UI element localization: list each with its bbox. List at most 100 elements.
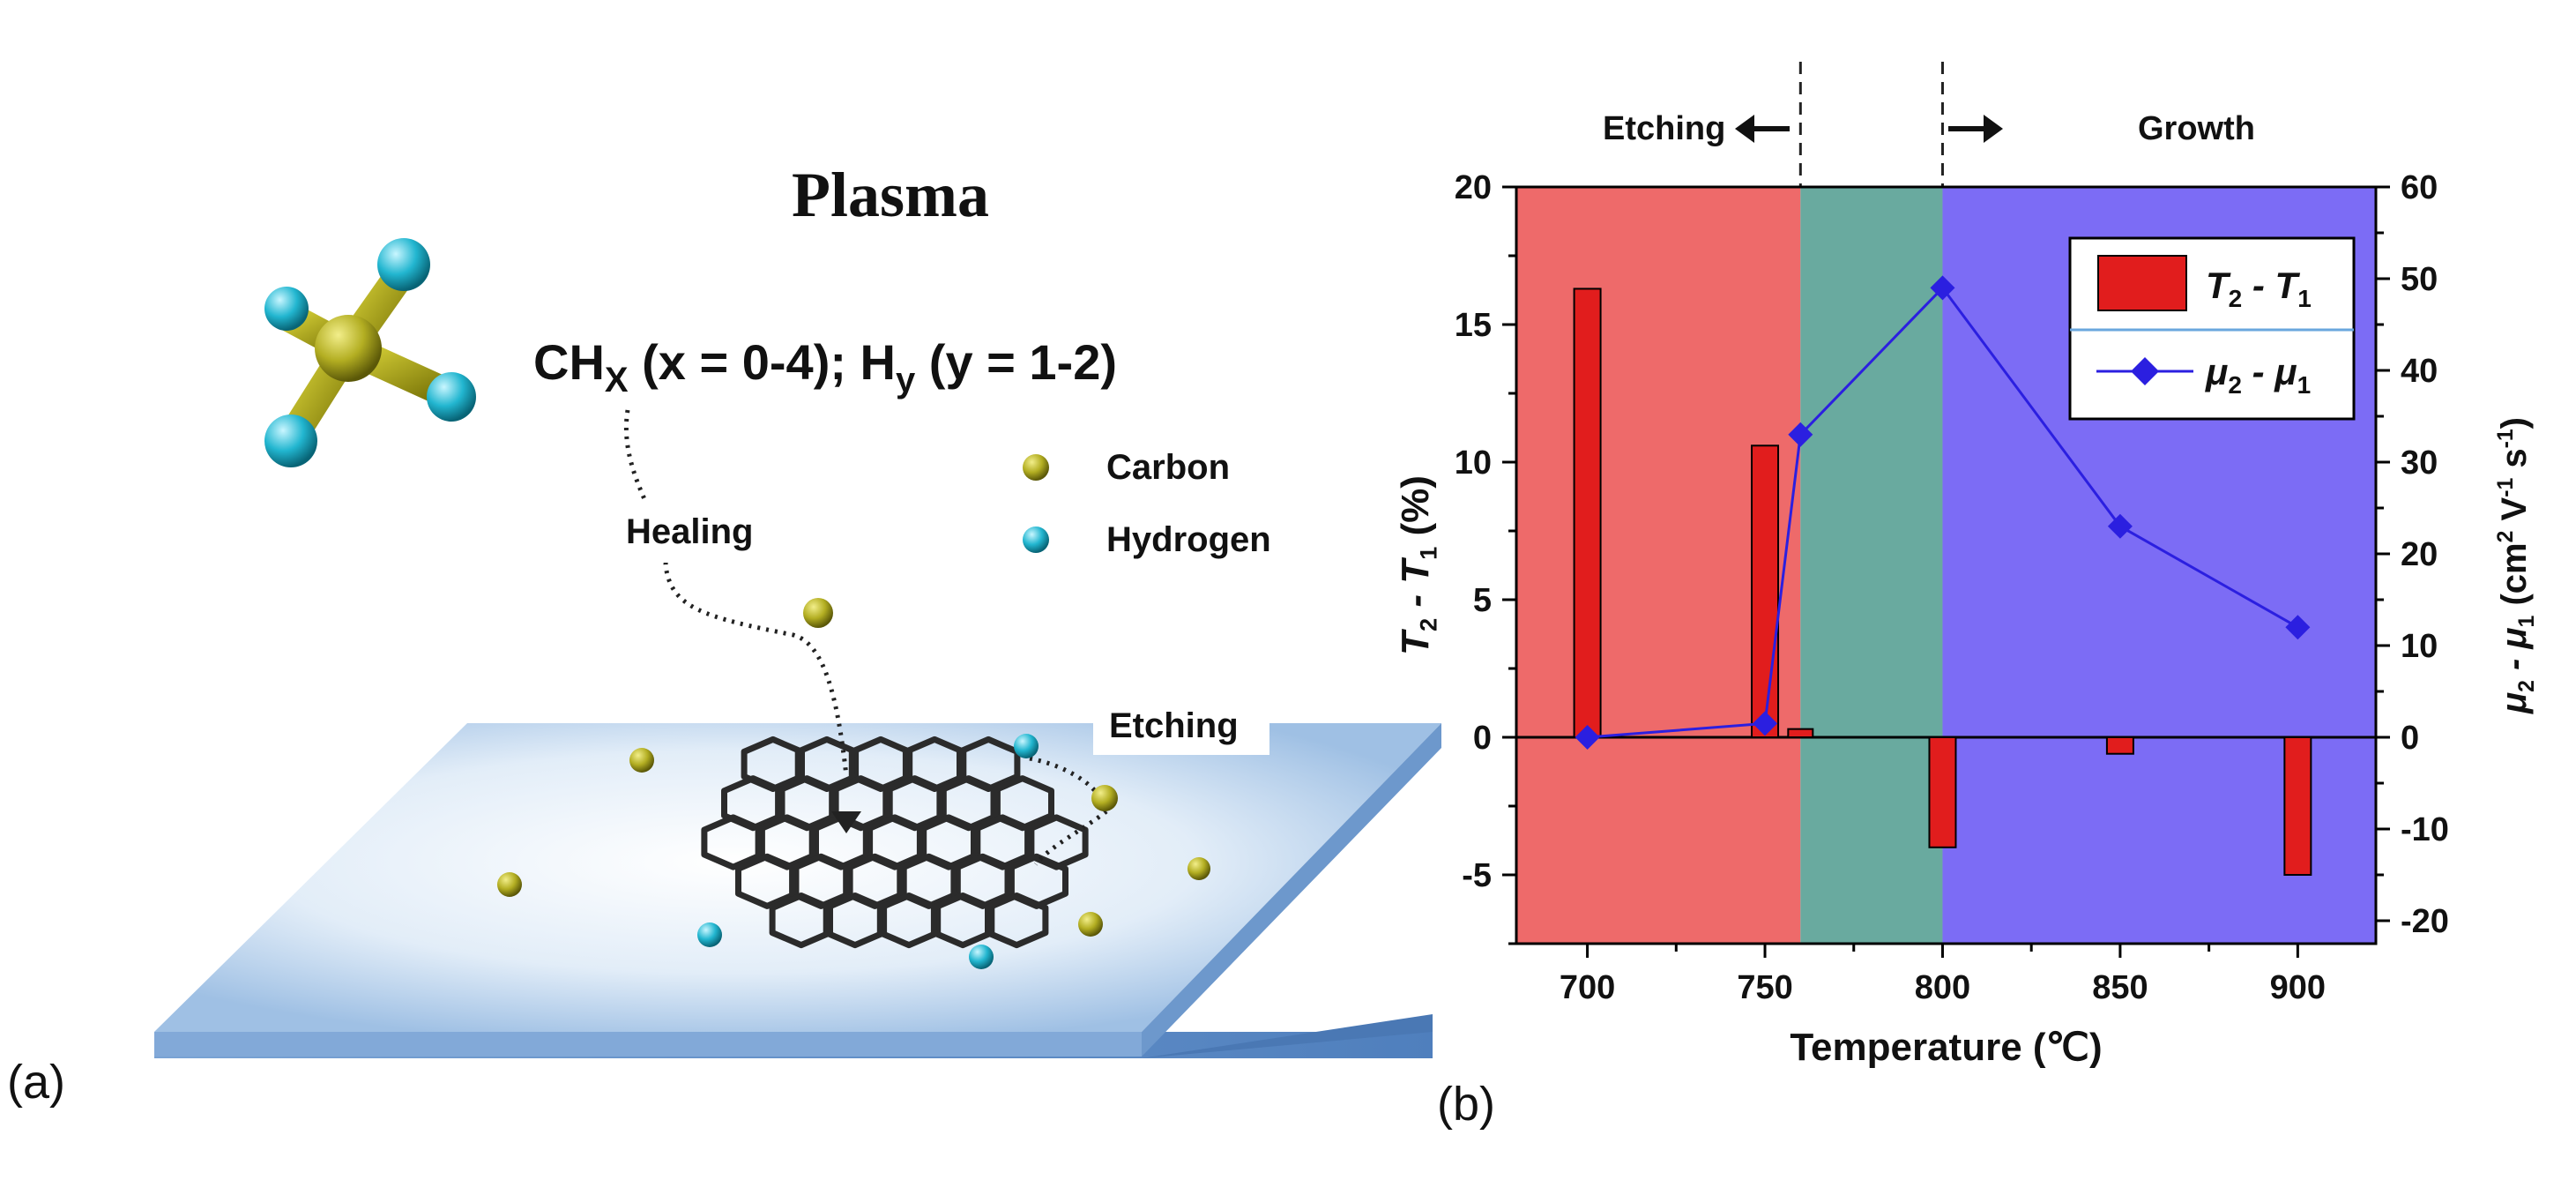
y-right-tick-label: -20 [2401,903,2449,940]
carbon-atom [1091,785,1118,811]
legend-bar-label-part: T [2206,265,2231,306]
hydrogen-atom [697,922,722,947]
species-formula: CHX (x = 0-4); Hy (y = 1-2) [533,334,1117,400]
y-right-tick-label: -10 [2401,811,2449,848]
plasma-title: Plasma [792,160,989,230]
y-right-tick-label: 40 [2401,353,2438,390]
healing-path [624,409,849,777]
y-right-tick-label: 50 [2401,261,2438,298]
bar-t2-t1 [2105,736,2134,755]
y-right-axis-title-part: V [2495,497,2534,530]
carbon-legend-icon [1023,454,1049,481]
legend-line-label-part: 1 [2297,371,2312,399]
line-point-mu2-mu1 [1930,275,1955,301]
carbon-atom [803,598,833,628]
carbon-atom [629,748,654,773]
line-point-mu2-mu1 [1788,422,1813,447]
plot-frame [1515,185,2378,945]
y-left-tick-label: -5 [1462,857,1492,894]
graphene-lattice [701,736,1089,949]
carbon-atom [1078,912,1103,937]
legend-bar-label-part: 2 [2229,285,2243,312]
legend-bar-label-part: 1 [2297,285,2312,312]
y-right-axis-title-part: μ [2495,692,2534,714]
legend-line-label-part: - μ [2242,351,2297,392]
carbon-atom [497,872,522,897]
legend-line-label-part: μ [2205,351,2228,392]
hydrogen-legend-label: Hydrogen [1106,520,1271,559]
bar-t2-t1 [1928,736,1957,848]
x-tick-label: 800 [1915,969,1970,1006]
surface-atoms [497,598,1210,969]
y-right-axis-title-part: - μ [2495,627,2534,680]
y-right-axis-title-part: -1 [2494,429,2518,448]
y-right-axis-title-part: s [2495,448,2534,477]
y-right-axis-title-part: -1 [2494,478,2518,497]
y-right-tick-label: 10 [2401,628,2438,665]
carbon-atom [1187,857,1210,880]
y-left-tick-label: 20 [1455,169,1492,206]
y-right-tick-label: 30 [2401,444,2438,482]
y-left-axis-title: T2 - T1 (%) [1394,475,1442,655]
y-right-tick-label: 60 [2401,169,2438,206]
legend-bar-label-part: - T [2242,265,2300,306]
y-left-tick-label: 5 [1473,582,1492,619]
y-right-axis-title-part: 2 [2494,531,2518,543]
line-mu2-mu1 [1587,286,2299,739]
line-point-mu2-mu1 [1753,711,1778,736]
legend-bar-label: T2 - T1 [2206,265,2312,312]
line-point-mu2-mu1 [2107,513,2133,539]
growth-region-label: Growth [2138,110,2255,147]
y-right-axis-title: μ2 - μ1 (cm2 V-1 s-1) [2494,417,2539,714]
etching-path-2 [1034,810,1108,866]
y-right-axis-title-part: 1 [2515,615,2539,627]
etching-label: Etching [1109,706,1239,745]
legend-line-label: μ2 - μ1 [2205,351,2311,399]
growth-arrow-icon [1948,115,2003,143]
x-tick-label: 900 [2270,969,2326,1006]
x-tick-label: 850 [2092,969,2148,1006]
temperature-chart: 700 750 800 850 900 -5 0 5 10 15 20 -20 -10 0 10 20 30 40… [1394,62,2539,1069]
x-tick-label: 700 [1560,969,1615,1006]
y-right-tick-label: 20 [2401,536,2438,573]
atom-legend: Carbon Hydrogen [1023,448,1271,559]
bar-t2-t1 [1751,444,1780,738]
bar-t2-t1 [2283,736,2312,876]
y-left-axis-title-part: 2 [1415,618,1442,631]
ch4-molecule-icon [264,238,476,467]
carbon-legend-label: Carbon [1106,448,1230,487]
y-left-axis-title-part: T [1394,629,1437,655]
y-right-axis-title-part: ) [2495,417,2534,429]
healing-label: Healing [626,512,753,551]
panel-b: Etching Growth 700 750 800 850 900-505101520… [1394,62,2539,1131]
panel-a-label: (a) [7,1056,65,1109]
line-point-mu2-mu1 [2285,615,2311,640]
legend-line-label-part: 2 [2228,371,2242,399]
y-left-axis-title-part: 1 [1415,547,1442,560]
hydrogen-atom [1014,734,1039,758]
bar-t2-t1 [1573,288,1602,738]
hydrogen-legend-icon [1023,527,1049,553]
legend-bar-swatch [2097,255,2187,311]
y-left-axis-title-part: - T [1394,557,1437,618]
etching-region-label: Etching [1603,110,1725,147]
legend-line-marker [2131,357,2159,385]
y-left-tick-label: 15 [1455,307,1492,344]
graphene-hexagon [985,892,1049,949]
y-right-tick-label: 0 [2401,720,2419,757]
line-point-mu2-mu1 [1575,725,1600,750]
y-left-tick-label: 10 [1455,444,1492,482]
panel-a: Plasma CHX (x = 0-4); Hy (y = 1-2) Carbo… [7,160,1441,1109]
healing-arrow-icon [831,811,861,833]
etching-arrow-icon [1735,115,1790,143]
x-tick-label: 750 [1737,969,1792,1006]
y-right-axis-title-part: (cm [2495,542,2534,615]
y-right-axis-title-part: 2 [2515,680,2539,692]
x-axis-title: Temperature (℃) [1790,1026,2102,1069]
y-left-tick-label: 0 [1473,720,1492,757]
y-left-axis-title-part: (%) [1394,475,1437,547]
hydrogen-atom [969,945,994,969]
panel-b-label: (b) [1437,1078,1495,1131]
